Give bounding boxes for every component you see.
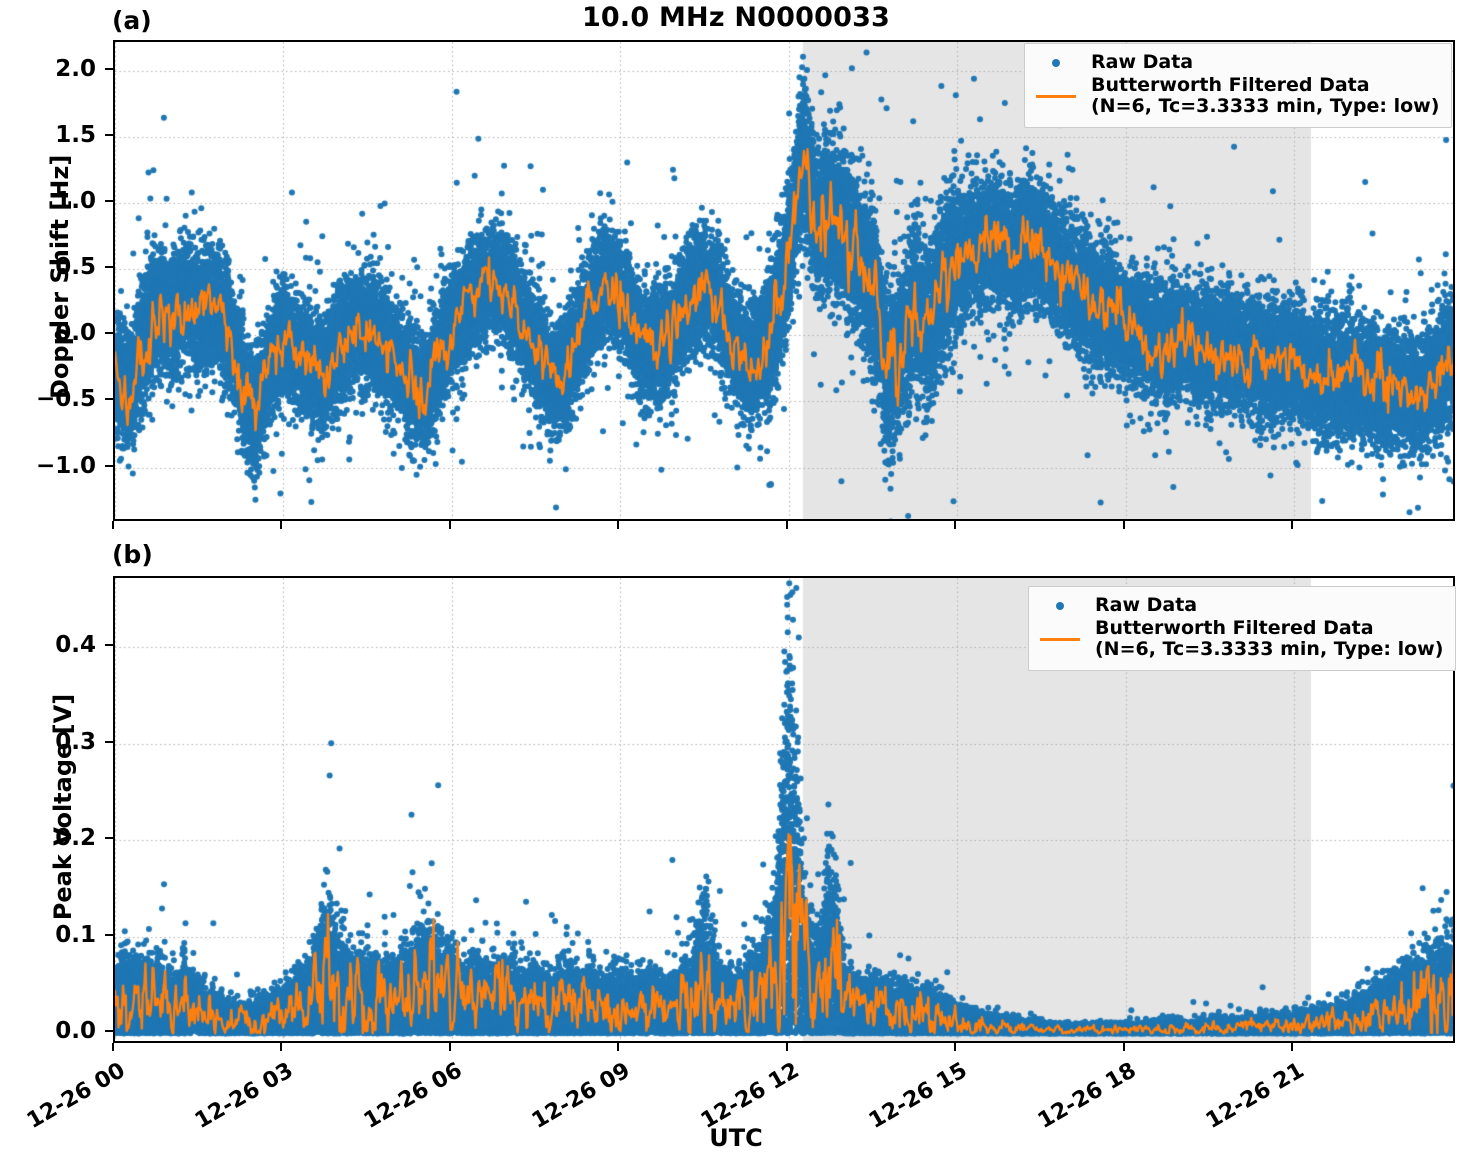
xtick-mark <box>1122 521 1125 529</box>
panel-a-ytick-mark <box>105 398 113 401</box>
xtick-mark <box>1291 1043 1294 1051</box>
panel-a-ytick-label: 2.0 <box>55 56 96 83</box>
xtick-mark <box>617 1043 620 1051</box>
legend-row-raw: Raw Data <box>1039 595 1443 617</box>
panel-b-ytick-label: 0.2 <box>55 825 96 852</box>
panel-b-ytick-mark <box>105 837 113 840</box>
panel-a-tag: (a) <box>112 6 152 35</box>
legend-row-filtered: Butterworth Filtered Data (N=6, Tc=3.3333… <box>1039 617 1444 661</box>
xtick-mark <box>280 1043 283 1051</box>
legend-label-raw: Raw Data <box>1095 594 1198 617</box>
panel-b-ytick-mark <box>105 1030 113 1033</box>
panel-a-ytick-label: −0.5 <box>35 386 96 413</box>
panel-b-legend: Raw Data Butterworth Filtered Data (N=6, … <box>1028 586 1457 671</box>
legend-label-filtered-line1: Butterworth Filtered Data <box>1091 74 1370 96</box>
line-sample-icon <box>1035 85 1077 107</box>
panel-b-ytick-label: 0.4 <box>55 632 96 659</box>
legend-label-filtered-line2: (N=6, Tc=3.3333 min, Type: low) <box>1091 95 1440 118</box>
panel-a-ytick-mark <box>105 134 113 137</box>
panel-a-ytick-mark <box>105 68 113 71</box>
panel-a-ytick-label: 1.5 <box>55 122 96 149</box>
xtick-mark <box>617 521 620 529</box>
panel-b-ytick-mark <box>105 933 113 936</box>
xtick-mark <box>785 521 788 529</box>
panel-b-ytick-mark <box>105 644 113 647</box>
panel-b-ytick-label: 0.3 <box>55 728 96 755</box>
legend-label-raw: Raw Data <box>1091 51 1194 74</box>
panel-b-ytick-label: 0.0 <box>55 1018 96 1045</box>
panel-a-legend: Raw Data Butterworth Filtered Data (N=6, … <box>1024 43 1453 128</box>
xtick-mark <box>785 1043 788 1051</box>
panel-a-ytick-mark <box>105 200 113 203</box>
xtick-mark <box>954 521 957 529</box>
panel-a-ytick-mark <box>105 464 113 467</box>
panel-b-tag: (b) <box>112 540 153 569</box>
legend-label-filtered-line2: (N=6, Tc=3.3333 min, Type: low) <box>1095 638 1444 661</box>
legend-label-filtered: Butterworth Filtered Data (N=6, Tc=3.3333… <box>1095 617 1444 661</box>
panel-b-ylabel: Peak Voltage [V] <box>49 693 77 921</box>
legend-row-filtered: Butterworth Filtered Data (N=6, Tc=3.3333… <box>1035 74 1440 118</box>
panel-b-ytick-label: 0.1 <box>55 921 96 948</box>
xtick-mark <box>112 521 114 529</box>
legend-label-filtered-line1: Butterworth Filtered Data <box>1095 617 1374 639</box>
xtick-mark <box>448 1043 451 1051</box>
xtick-mark <box>1291 521 1294 529</box>
scatter-marker-icon <box>1039 595 1081 617</box>
panel-a-ytick-label: −1.0 <box>35 452 96 479</box>
panel-a-ytick-label: 1.0 <box>55 188 96 215</box>
xtick-mark <box>1122 1043 1125 1051</box>
xtick-mark <box>280 521 283 529</box>
panel-b-ytick-mark <box>105 740 113 743</box>
scatter-marker-icon <box>1035 52 1077 74</box>
panel-a-ytick-mark <box>105 332 113 335</box>
panel-a-ytick-label: 0.0 <box>55 320 96 347</box>
xtick-mark <box>448 521 451 529</box>
xtick-mark <box>954 1043 957 1051</box>
x-axis-label: UTC <box>709 1124 763 1152</box>
panel-a-ytick-mark <box>105 266 113 269</box>
line-sample-icon <box>1039 628 1081 650</box>
legend-row-raw: Raw Data <box>1035 52 1439 74</box>
figure-title: 10.0 MHz N0000033 <box>581 2 891 33</box>
legend-label-filtered: Butterworth Filtered Data (N=6, Tc=3.3333… <box>1091 74 1440 118</box>
panel-a-ytick-label: 0.5 <box>55 254 96 281</box>
xtick-mark <box>112 1043 114 1051</box>
